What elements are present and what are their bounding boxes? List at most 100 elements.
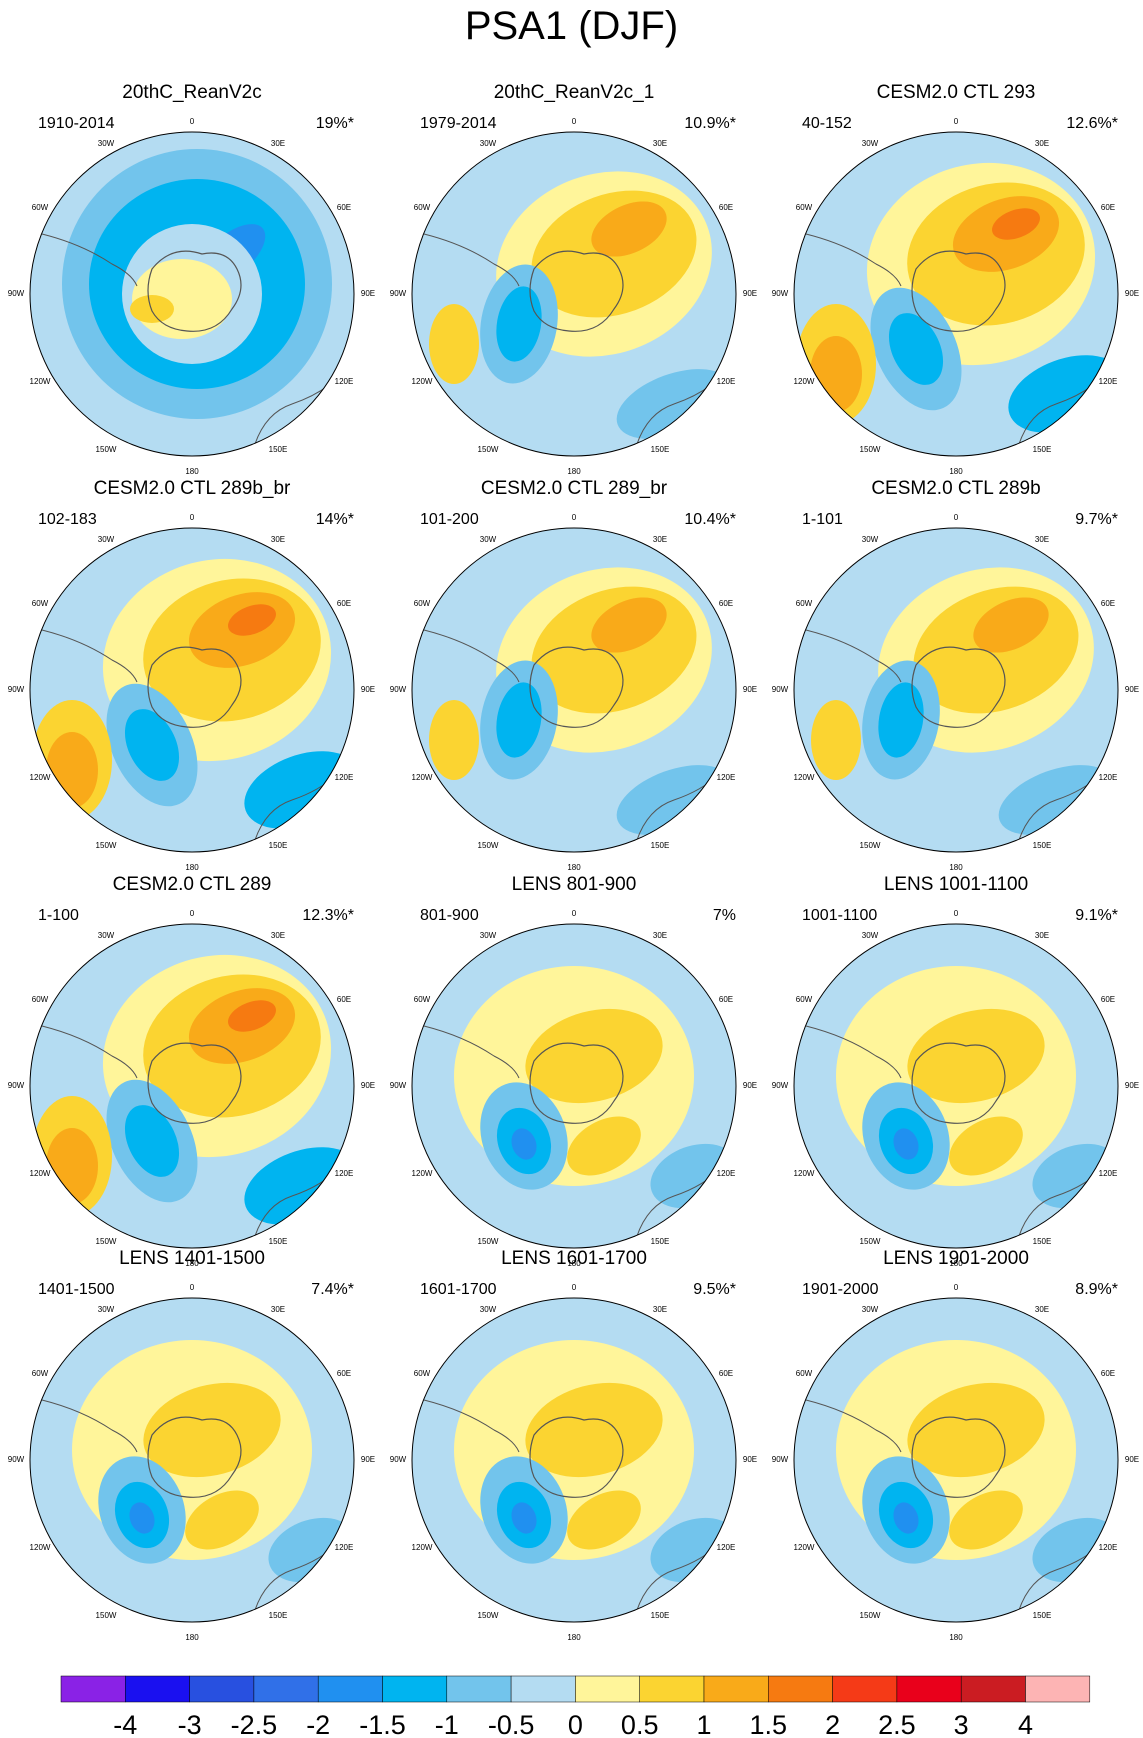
contour-region xyxy=(949,1116,1023,1176)
south-america-coastline xyxy=(805,1025,902,1079)
panel-title: 20thC_ReanV2c xyxy=(122,82,262,103)
panel-period: 801-900 xyxy=(420,907,479,924)
longitude-label: 150E xyxy=(1033,841,1052,850)
longitude-label: 120E xyxy=(335,1169,354,1178)
longitude-label: 150W xyxy=(478,445,499,454)
longitude-label: 150E xyxy=(269,445,288,454)
colorbar-tick-label: 1.5 xyxy=(750,1710,788,1738)
longitude-label: 150W xyxy=(478,841,499,850)
panel-period: 1901-2000 xyxy=(802,1281,879,1298)
longitude-label: 120E xyxy=(1099,1543,1118,1552)
longitude-label: 120E xyxy=(717,773,736,782)
colorbar-swatch xyxy=(60,1675,126,1703)
map-panel: 0 30W 30E 60W 60E 90W 90E 120W 120E 150W 150E 180 CE… xyxy=(766,82,1143,477)
contour-region xyxy=(878,682,924,758)
longitude-label: 30E xyxy=(271,1305,285,1314)
longitude-label: 30E xyxy=(271,139,285,148)
panel-variance: 14%* xyxy=(315,511,354,528)
longitude-label: 0 xyxy=(954,513,959,522)
polar-map: 0 30W 30E 60W 60E 90W 90E 120W 120E 150W 150E 180 xyxy=(772,1283,1139,1642)
colorbar-tick-label: -2.5 xyxy=(231,1710,278,1738)
colorbar-swatch xyxy=(1025,1675,1091,1703)
longitude-label: 90W xyxy=(8,1455,25,1464)
longitude-label: 90E xyxy=(743,685,757,694)
panel-title: CESM2.0 CTL 289_br xyxy=(480,478,668,499)
longitude-label: 90E xyxy=(361,685,375,694)
longitude-label: 150E xyxy=(651,445,670,454)
longitude-label: 60E xyxy=(719,599,733,608)
contour-region xyxy=(973,597,1049,653)
longitude-label: 180 xyxy=(949,467,963,476)
map-border xyxy=(793,131,1119,457)
longitude-label: 120W xyxy=(794,1169,815,1178)
longitude-label: 60E xyxy=(337,1369,351,1378)
south-america-coastline xyxy=(423,629,520,683)
longitude-label: 120E xyxy=(717,1169,736,1178)
longitude-label: 120E xyxy=(335,377,354,386)
panel-variance: 10.9%* xyxy=(684,115,736,132)
longitude-label: 150E xyxy=(1033,1611,1052,1620)
longitude-label: 60E xyxy=(337,203,351,212)
longitude-label: 120E xyxy=(335,773,354,782)
longitude-label: 30E xyxy=(1035,931,1049,940)
longitude-label: 30E xyxy=(1035,139,1049,148)
longitude-label: 90E xyxy=(1125,1455,1139,1464)
contour-region xyxy=(46,1128,98,1204)
panel-variance: 8.9%* xyxy=(1075,1281,1118,1298)
longitude-label: 0 xyxy=(954,1283,959,1292)
antarctica-coastline xyxy=(911,646,1006,728)
antarctica-coastline xyxy=(911,250,1006,332)
longitude-label: 0 xyxy=(954,117,959,126)
longitude-label: 120W xyxy=(412,773,433,782)
map-panel: 0 30W 30E 60W 60E 90W 90E 120W 120E 150W 150E 180 CE… xyxy=(2,478,382,873)
longitude-label: 120W xyxy=(30,1543,51,1552)
contour-region xyxy=(129,1502,155,1534)
contour-region xyxy=(124,709,180,781)
longitude-label: 30E xyxy=(653,139,667,148)
longitude-label: 90E xyxy=(743,1081,757,1090)
colorbar-tick-label: 2 xyxy=(825,1710,840,1738)
contour-region xyxy=(46,732,98,808)
contour-region xyxy=(496,286,542,362)
south-america-coastline xyxy=(805,233,902,287)
longitude-label: 150W xyxy=(860,445,881,454)
colorbar-swatch xyxy=(189,1675,255,1703)
map-panel: 0 30W 30E 60W 60E 90W 90E 120W 120E 150W 150E 180 CE… xyxy=(766,478,1143,873)
contour-region xyxy=(811,700,861,780)
panel-variance: 10.4%* xyxy=(684,511,736,528)
panel-variance: 9.7%* xyxy=(1075,511,1118,528)
longitude-label: 30E xyxy=(653,535,667,544)
longitude-label: 30E xyxy=(271,931,285,940)
longitude-label: 150W xyxy=(96,445,117,454)
panel-period: 1401-1500 xyxy=(38,1281,115,1298)
map-border xyxy=(411,131,737,457)
contour-region xyxy=(429,304,479,384)
map-border xyxy=(411,923,737,1249)
longitude-label: 30W xyxy=(862,1305,879,1314)
panel-period: 1979-2014 xyxy=(420,115,497,132)
longitude-label: 60E xyxy=(337,599,351,608)
panel-title: CESM2.0 CTL 289 xyxy=(112,874,272,895)
longitude-label: 60W xyxy=(414,995,431,1004)
longitude-label: 120W xyxy=(412,377,433,386)
colorbar-swatch xyxy=(960,1675,1026,1703)
polar-map: 0 30W 30E 60W 60E 90W 90E 120W 120E 150W 150E 180 xyxy=(8,909,375,1268)
contour-region xyxy=(567,1116,641,1176)
colorbar-swatch xyxy=(768,1675,833,1703)
map-panel: 0 30W 30E 60W 60E 90W 90E 120W 120E 150W 150E 180 LE… xyxy=(766,1248,1143,1643)
contour-region xyxy=(591,597,667,653)
longitude-label: 30E xyxy=(1035,535,1049,544)
colorbar-swatch xyxy=(639,1675,705,1703)
longitude-label: 120W xyxy=(30,377,51,386)
panel-period: 40-152 xyxy=(802,115,852,132)
panel-variance: 9.1%* xyxy=(1075,907,1118,924)
longitude-label: 90W xyxy=(772,1081,789,1090)
panel-variance: 7.4%* xyxy=(311,1281,354,1298)
longitude-label: 0 xyxy=(190,1283,195,1292)
longitude-label: 60W xyxy=(414,203,431,212)
colorbar-tick-label: -3 xyxy=(178,1710,202,1738)
map-panel: 0 30W 30E 60W 60E 90W 90E 120W 120E 150W 150E 180 LE… xyxy=(384,1248,764,1643)
polar-map: 0 30W 30E 60W 60E 90W 90E 120W 120E 150W 150E 180 xyxy=(8,1283,375,1642)
longitude-label: 90E xyxy=(361,1455,375,1464)
panel-title: LENS 1001-1100 xyxy=(883,874,1029,895)
